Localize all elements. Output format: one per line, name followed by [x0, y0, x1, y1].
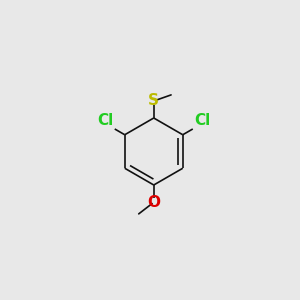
- Text: Cl: Cl: [194, 113, 210, 128]
- Text: O: O: [147, 195, 160, 210]
- Text: S: S: [148, 93, 159, 108]
- Text: Cl: Cl: [97, 113, 114, 128]
